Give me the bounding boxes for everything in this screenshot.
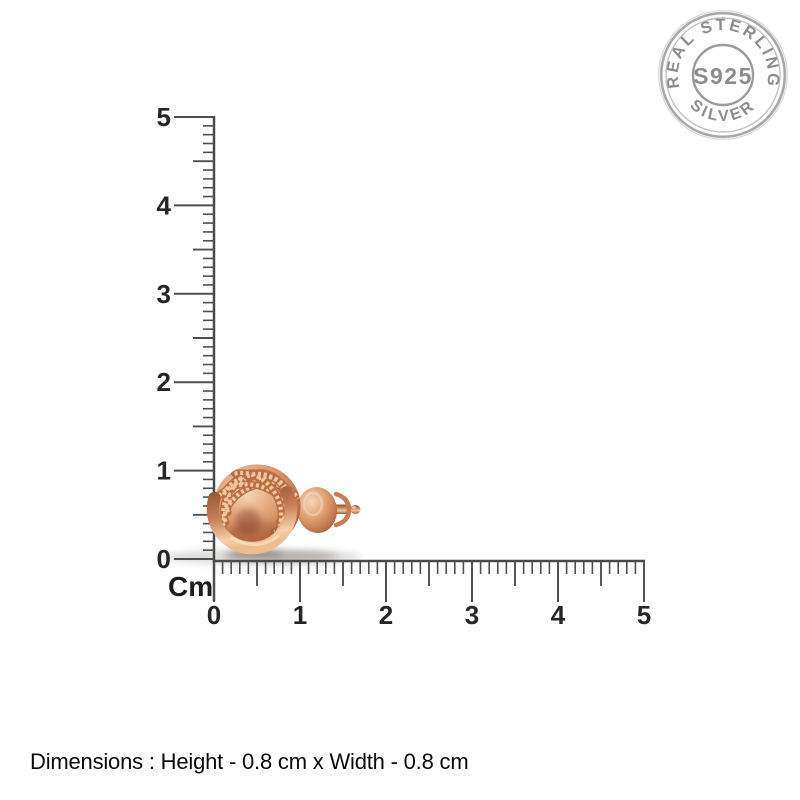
vertical-ruler-label: 0 (157, 544, 171, 574)
badge-center-text: S925 (693, 63, 753, 89)
horizontal-ruler-label: 5 (637, 600, 651, 630)
horizontal-ruler-label: 3 (465, 600, 479, 630)
vertical-ruler-label: 5 (157, 102, 171, 132)
earring-image (206, 464, 361, 555)
vertical-ruler-label: 3 (157, 279, 171, 309)
badge-center-ring (691, 43, 755, 107)
horizontal-ruler-label: 1 (293, 600, 307, 630)
earring-butterfly-back (296, 487, 352, 533)
badge-outer-ring (659, 11, 787, 139)
dimensions-caption: Dimensions : Height - 0.8 cm x Width - 0… (30, 749, 469, 774)
horizontal-ruler-labels: 0 1 2 3 4 5 (207, 600, 651, 630)
horizontal-ruler-label: 2 (379, 600, 393, 630)
badge-arc-bottom-text: SILVER (687, 97, 759, 126)
badge-inner-rim-ring (665, 17, 781, 133)
badge-outer-faint-ring (658, 10, 788, 140)
horizontal-ruler-ticks (213, 561, 645, 602)
horizontal-ruler-label: 0 (207, 600, 221, 630)
vertical-ruler-label: 4 (157, 190, 172, 220)
sterling-silver-badge: REAL STERLING SILVER S925 (658, 10, 788, 140)
horizontal-ruler-label: 4 (551, 600, 566, 630)
butterfly-wing (333, 491, 352, 528)
vertical-ruler-label: 2 (157, 367, 171, 397)
vertical-ruler-labels: 5 4 3 2 1 0 (157, 102, 172, 574)
band-highlight (230, 534, 280, 547)
ruler-unit-label: Cm (168, 571, 213, 602)
earring-band-loop (206, 486, 298, 555)
vertical-ruler-ticks (174, 116, 214, 560)
vertical-ruler-label: 1 (157, 456, 171, 486)
